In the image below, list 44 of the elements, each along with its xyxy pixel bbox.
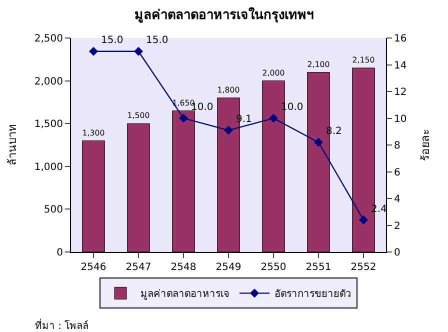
data-label: 1,650: [172, 98, 195, 108]
point: [88, 46, 98, 56]
y2-tick-label: 0: [394, 248, 400, 258]
point: [358, 215, 368, 224]
y2-tick-label: 2: [394, 220, 400, 232]
data-label: 1,300: [82, 128, 105, 138]
y2-tick-label: 8: [394, 140, 400, 152]
y-tick-label: 1,500: [34, 119, 63, 130]
point: [314, 138, 324, 147]
x-tick-label: 2549: [216, 262, 242, 273]
y-axis-title: ล้านบาท: [6, 124, 20, 166]
point: [268, 114, 278, 123]
legend-label: มูลค่าตลาดอาหารเจ: [140, 289, 230, 300]
y2-tick-label: 14: [394, 60, 407, 72]
y2-tick-label: 16: [394, 34, 407, 44]
y2-tick-label: 12: [394, 87, 407, 98]
x-tick-label: 2552: [350, 262, 376, 273]
y2-tick-label: 4: [394, 194, 400, 205]
legend-label: อัตราการขยายตัว: [274, 289, 352, 300]
y2-tick-label: 10: [394, 114, 407, 125]
y2-tick-label: 6: [394, 167, 400, 178]
point: [224, 126, 234, 135]
point: [134, 46, 144, 56]
y-tick-label: 500: [44, 204, 63, 216]
data-label: 1,500: [127, 111, 150, 120]
data-label: 15.0: [146, 35, 168, 46]
text: ที่มา : โพลล์: [35, 318, 89, 332]
chart-title: มูลค่าตลาดอาหารเจในกรุงเทพฯ: [134, 6, 314, 24]
point: [178, 114, 188, 123]
x-tick-label: 2548: [170, 262, 196, 273]
x-tick-label: 2547: [126, 262, 152, 273]
x-tick-label: 2546: [80, 262, 106, 273]
data-label: 2,150: [352, 56, 375, 65]
y-tick-label: 0: [56, 248, 63, 258]
data-label: 2,000: [262, 68, 285, 78]
x-tick-label: 2551: [306, 262, 332, 273]
data-label: 15.0: [101, 35, 124, 46]
x-tick-label: 2550: [260, 262, 286, 273]
data-label: 1,800: [217, 86, 240, 95]
y2-axis-title: ร้อยละ: [418, 129, 432, 161]
y-tick-label: 2,500: [34, 34, 63, 44]
y-tick-label: 2,000: [34, 76, 63, 88]
y-tick-label: 1,000: [34, 162, 63, 173]
data-label: 2,100: [307, 60, 330, 69]
